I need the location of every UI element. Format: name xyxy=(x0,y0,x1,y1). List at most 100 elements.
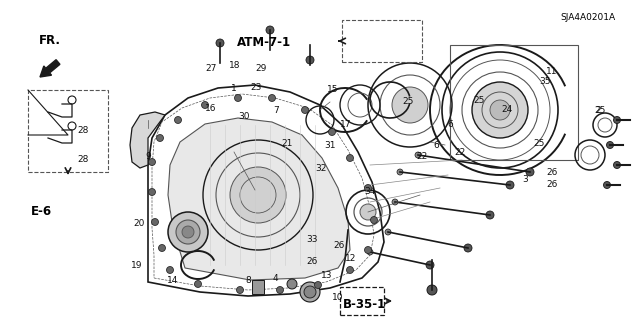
Text: 1: 1 xyxy=(231,84,236,92)
FancyArrow shape xyxy=(40,60,60,77)
Text: 21: 21 xyxy=(281,139,292,148)
Circle shape xyxy=(306,56,314,64)
Text: 13: 13 xyxy=(321,271,332,280)
Circle shape xyxy=(287,279,297,289)
Circle shape xyxy=(360,204,376,220)
Bar xyxy=(28,90,108,172)
Circle shape xyxy=(216,39,224,47)
Text: B-35-1: B-35-1 xyxy=(343,298,387,310)
Text: 18: 18 xyxy=(229,61,241,70)
Text: 26: 26 xyxy=(546,180,557,189)
Circle shape xyxy=(175,116,182,124)
Text: E-6: E-6 xyxy=(31,205,52,218)
Text: 25: 25 xyxy=(595,106,606,115)
Text: 25: 25 xyxy=(403,97,414,106)
Text: 27: 27 xyxy=(205,64,217,73)
Circle shape xyxy=(304,286,316,298)
Text: 26: 26 xyxy=(333,241,345,250)
Text: SJA4A0201A: SJA4A0201A xyxy=(560,13,615,22)
Circle shape xyxy=(367,249,373,255)
Circle shape xyxy=(526,168,534,176)
Circle shape xyxy=(371,217,378,223)
Text: 15: 15 xyxy=(327,85,339,94)
Text: 35: 35 xyxy=(540,77,551,86)
Polygon shape xyxy=(130,112,165,168)
Text: 29: 29 xyxy=(255,64,267,73)
Text: 28: 28 xyxy=(77,155,89,164)
Circle shape xyxy=(234,94,241,101)
Circle shape xyxy=(166,267,173,274)
Circle shape xyxy=(346,267,353,274)
Text: 4: 4 xyxy=(273,274,278,283)
Circle shape xyxy=(385,229,391,235)
Text: 9: 9 xyxy=(146,152,151,161)
Circle shape xyxy=(365,185,371,191)
Text: 26: 26 xyxy=(546,168,557,177)
Circle shape xyxy=(486,211,494,219)
Circle shape xyxy=(607,141,614,148)
Circle shape xyxy=(365,246,371,253)
Polygon shape xyxy=(168,118,350,280)
Circle shape xyxy=(202,101,209,108)
Circle shape xyxy=(328,129,335,135)
Circle shape xyxy=(195,281,202,287)
Circle shape xyxy=(427,285,437,295)
Text: ATM-7-1: ATM-7-1 xyxy=(237,36,291,49)
Text: 33: 33 xyxy=(307,235,318,244)
Text: 24: 24 xyxy=(501,105,513,114)
Text: 22: 22 xyxy=(454,148,465,157)
Text: 20: 20 xyxy=(134,219,145,228)
Circle shape xyxy=(397,169,403,175)
Text: 17: 17 xyxy=(340,120,351,129)
Text: 2: 2 xyxy=(596,106,601,115)
Text: 26: 26 xyxy=(307,257,318,266)
Circle shape xyxy=(614,162,621,169)
Text: FR.: FR. xyxy=(39,35,61,47)
Circle shape xyxy=(276,286,284,293)
Text: 3: 3 xyxy=(522,175,527,184)
Circle shape xyxy=(148,188,156,196)
Bar xyxy=(450,45,578,160)
Text: 7: 7 xyxy=(274,106,279,115)
Circle shape xyxy=(269,94,275,101)
Circle shape xyxy=(472,82,528,138)
Circle shape xyxy=(237,286,243,293)
Circle shape xyxy=(159,244,166,252)
Circle shape xyxy=(266,26,274,34)
Text: 14: 14 xyxy=(167,276,179,285)
Circle shape xyxy=(392,87,428,123)
Circle shape xyxy=(506,181,514,189)
Circle shape xyxy=(148,158,156,165)
Text: 12: 12 xyxy=(345,254,356,263)
Circle shape xyxy=(346,155,353,162)
Circle shape xyxy=(415,152,421,158)
Bar xyxy=(342,20,422,62)
Text: 16: 16 xyxy=(205,104,217,113)
Circle shape xyxy=(392,199,398,205)
Text: 6: 6 xyxy=(434,141,439,150)
Circle shape xyxy=(301,107,308,114)
Text: 25: 25 xyxy=(533,139,545,148)
Text: 22: 22 xyxy=(417,152,428,161)
Text: 8: 8 xyxy=(246,276,251,285)
Text: 10: 10 xyxy=(332,293,343,302)
Circle shape xyxy=(464,244,472,252)
Circle shape xyxy=(176,220,200,244)
Circle shape xyxy=(490,100,510,120)
Circle shape xyxy=(168,212,208,252)
Circle shape xyxy=(314,282,321,289)
Circle shape xyxy=(182,226,194,238)
Text: 6: 6 xyxy=(448,120,453,129)
Circle shape xyxy=(152,219,159,226)
Text: 32: 32 xyxy=(316,164,327,173)
Text: 25: 25 xyxy=(473,96,484,105)
Circle shape xyxy=(157,134,163,141)
Text: 23: 23 xyxy=(250,83,262,92)
Text: 30: 30 xyxy=(239,112,250,121)
Circle shape xyxy=(614,116,621,124)
Circle shape xyxy=(230,167,286,223)
Text: 28: 28 xyxy=(77,126,89,135)
Text: 31: 31 xyxy=(324,141,335,150)
Text: 11: 11 xyxy=(546,67,557,76)
Bar xyxy=(252,280,264,294)
